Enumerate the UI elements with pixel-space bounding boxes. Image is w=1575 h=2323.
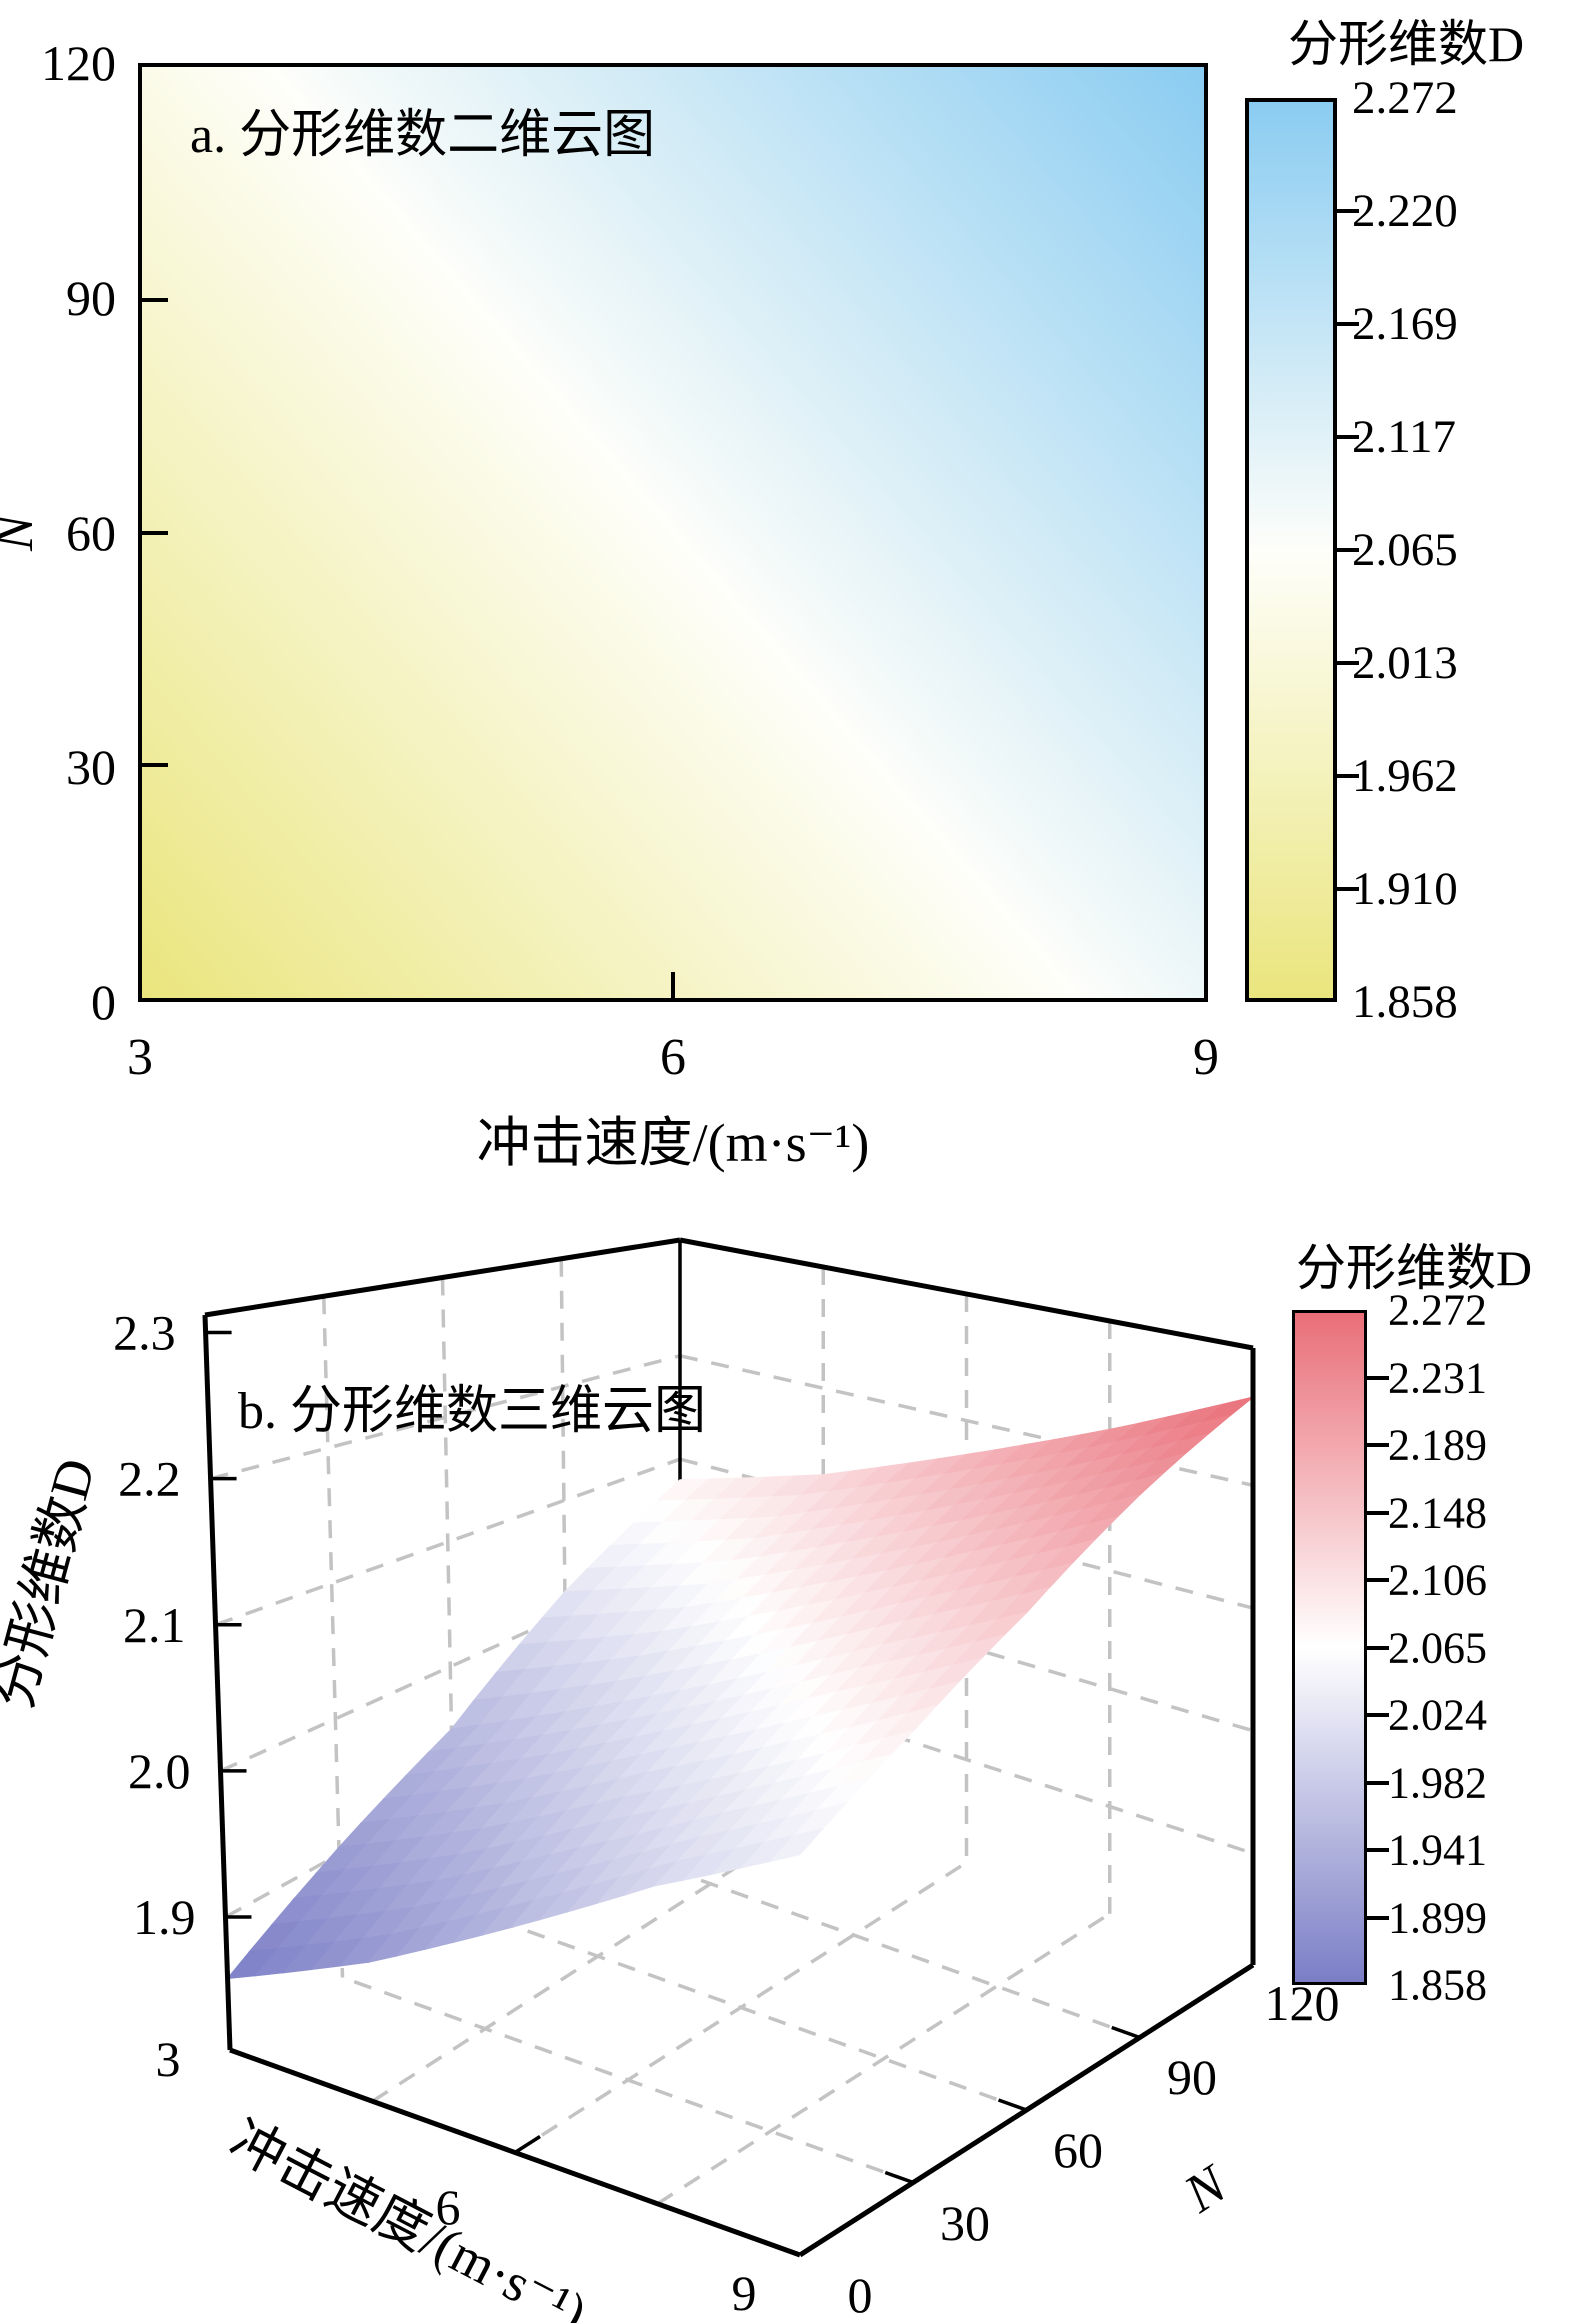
- x-tick-label: 6: [436, 2179, 461, 2235]
- y-tick-label: 60: [66, 504, 116, 561]
- colorbar-tick: [1367, 1510, 1389, 1515]
- colorbar-tick: [1367, 1915, 1389, 1920]
- z-tick-label: 2.3: [113, 1305, 176, 1361]
- x-tick-mark: [671, 972, 675, 998]
- panel-a-y-axis-title: N: [0, 515, 45, 551]
- colorbar-label: 2.065: [1388, 1623, 1487, 1672]
- y-tick-label: 90: [66, 269, 116, 326]
- grid-n-floor: [566, 1830, 1141, 2040]
- colorbar-tick: [1337, 209, 1359, 213]
- panel-a-x-axis-title: 冲击速度/(m·s⁻¹): [476, 1113, 870, 1173]
- y-tick-mark: [142, 763, 168, 768]
- colorbar-label: 2.272: [1388, 1285, 1487, 1335]
- colorbar-label: 1.858: [1352, 976, 1458, 1028]
- box-edge-top-left: [204, 1237, 681, 1318]
- panel-b-x-axis-title: 冲击速度/(m·s⁻¹): [220, 2109, 596, 2323]
- colorbar-a-labels: 2.272 2.220 2.169 2.117 2.065 2.013 1.962 1.910…: [1352, 72, 1572, 1028]
- n-tick-mark: [997, 2098, 1028, 2112]
- colorbar-label: 1.962: [1352, 750, 1458, 802]
- n-tick-label: 30: [940, 2195, 990, 2251]
- grid-v-floor: [656, 1912, 1111, 2206]
- colorbar-b-title: 分形维数D: [1296, 1240, 1533, 1296]
- panel-a-x-tick-labels: 3 6 9: [0, 1020, 1245, 1090]
- colorbar-label: 1.941: [1388, 1825, 1487, 1875]
- y-tick-mark: [142, 297, 168, 302]
- colorbar-label: 1.858: [1388, 1960, 1487, 2010]
- colorbar-label: 2.148: [1388, 1488, 1487, 1537]
- colorbar-b-gradient: [1292, 1310, 1367, 1985]
- panel-a-plot: [138, 63, 1208, 1002]
- x-tick-mark: [514, 2135, 541, 2154]
- colorbar-tick: [1337, 435, 1359, 439]
- grid-v-floor: [514, 1861, 968, 2154]
- box-edge-top-right: [679, 1237, 1254, 1351]
- x-tick-label: 3: [127, 1029, 153, 1086]
- colorbar-label: 2.117: [1352, 411, 1457, 463]
- colorbar-tick: [1337, 661, 1359, 665]
- colorbar-b-labels: 2.272 2.231 2.189 2.148 2.106 2.065 2.024 1.982…: [1388, 1286, 1575, 2010]
- y-tick-mark: [142, 530, 168, 535]
- colorbar-tick: [1367, 1848, 1389, 1852]
- colorbar-label: 1.899: [1388, 1893, 1487, 1942]
- y-tick-label: 30: [66, 739, 116, 796]
- colorbar-label: 2.169: [1352, 298, 1458, 350]
- colorbar-tick: [1367, 1713, 1389, 1717]
- z-tick-label: 2.2: [118, 1451, 181, 1507]
- n-tick-label: 60: [1053, 2122, 1103, 2178]
- panel-a-y-tick-labels: 0 30 60 90 120: [0, 35, 124, 1030]
- colorbar-label: 2.231: [1388, 1353, 1487, 1402]
- box-edge-z-axis: [202, 1314, 233, 2051]
- colorbar-tick: [1367, 1443, 1389, 1447]
- colorbar-a-gradient: [1245, 98, 1337, 1002]
- colorbar-label: 1.982: [1388, 1758, 1487, 1807]
- colorbar-label: 2.013: [1352, 637, 1458, 689]
- colorbar-tick: [1367, 1645, 1389, 1650]
- z-tick-label: 2.0: [128, 1743, 191, 1799]
- surface-cell: [769, 1827, 825, 1863]
- panel-a-title: a. 分形维数二维云图: [190, 107, 656, 164]
- x-tick-label: 9: [732, 2265, 757, 2321]
- colorbar-tick: [1367, 1375, 1389, 1380]
- grid-n-left-wall: [322, 1296, 345, 1978]
- z-tick-label: 1.9: [133, 1889, 196, 1945]
- colorbar-label: 2.189: [1388, 1420, 1487, 1470]
- colorbar-a-title: 分形维数D: [1288, 16, 1525, 72]
- n-tick-label: 0: [848, 2267, 873, 2323]
- n-tick-mark: [884, 2170, 914, 2185]
- colorbar-tick: [1337, 322, 1359, 326]
- colorbar-label: 2.065: [1352, 524, 1458, 576]
- y-tick-label: 0: [91, 974, 116, 1030]
- x-tick-label: 3: [156, 2031, 181, 2087]
- panel-b-title: b. 分形维数三维云图: [238, 1383, 707, 1440]
- colorbar-label: 1.910: [1352, 863, 1458, 915]
- z-tick-label: 2.1: [123, 1597, 186, 1653]
- colorbar-label: 2.220: [1352, 185, 1458, 237]
- grid-v-floor: [371, 1809, 825, 2103]
- panel-b-z-axis-title: 分形维数D: [0, 1452, 107, 1714]
- y-tick-label: 120: [41, 35, 116, 91]
- colorbar-label: 2.024: [1388, 1690, 1487, 1740]
- colorbar-tick: [1367, 1578, 1389, 1582]
- x-tick-label: 6: [660, 1029, 686, 1086]
- colorbar-tick: [1337, 774, 1359, 778]
- colorbar-tick: [1337, 887, 1359, 891]
- colorbar-tick: [1337, 548, 1359, 552]
- panel-b-n-axis-title: N: [1173, 2152, 1239, 2224]
- colorbar-label: 2.272: [1352, 72, 1458, 124]
- colorbar-label: 2.106: [1388, 1555, 1487, 1605]
- colorbar-tick: [1367, 1780, 1389, 1785]
- grid-z-left-wall: [210, 1354, 681, 1481]
- x-tick-label: 9: [1193, 1029, 1219, 1086]
- n-tick-label: 90: [1167, 2049, 1217, 2105]
- n-tick-mark: [1111, 2025, 1141, 2040]
